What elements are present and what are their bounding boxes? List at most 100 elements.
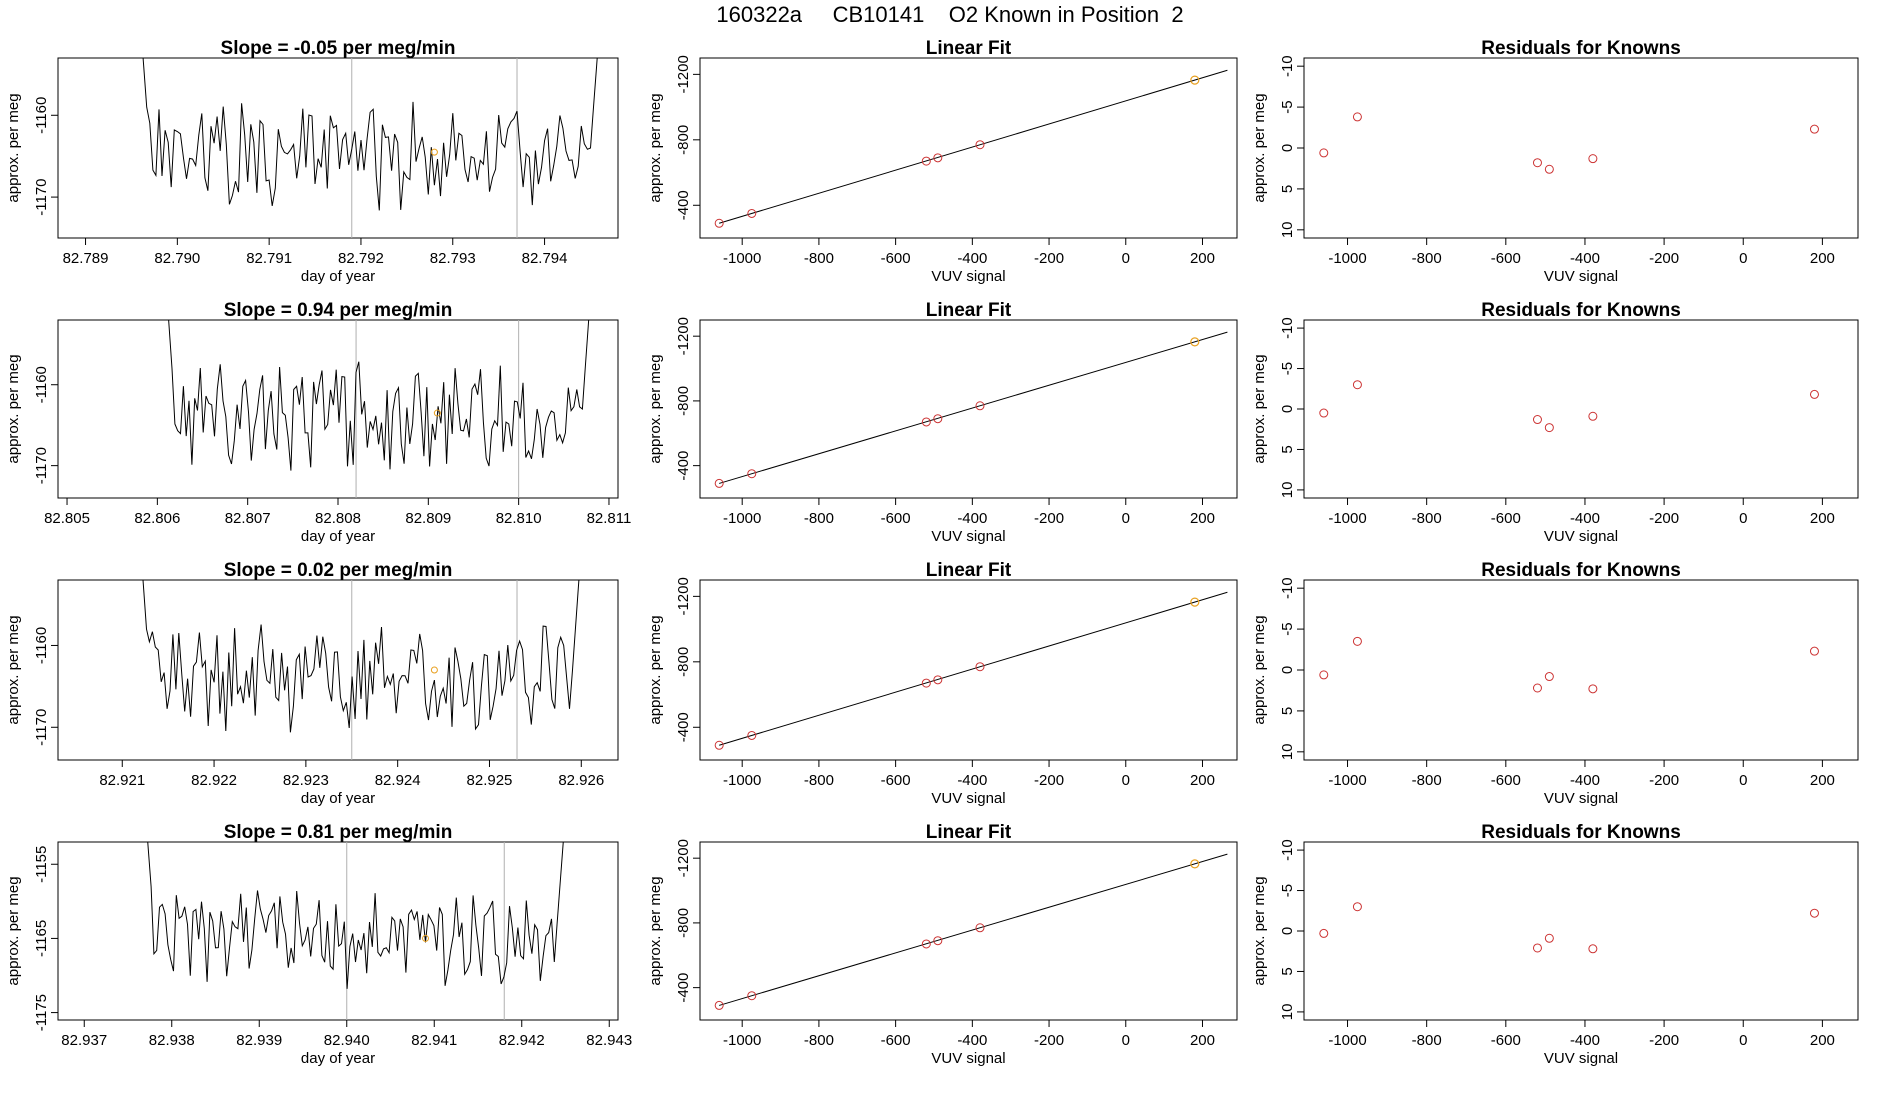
x-tick-label: 200 xyxy=(1810,250,1835,267)
data-point xyxy=(714,478,724,488)
plot-frame xyxy=(699,841,1238,1021)
plot-frame xyxy=(1303,841,1859,1021)
x-tick-label: 82.794 xyxy=(522,250,568,267)
y-tick-label: -1170 xyxy=(33,709,50,746)
data-point xyxy=(975,401,985,411)
data-point xyxy=(1319,408,1329,418)
series-line xyxy=(142,58,598,211)
x-tick-label: 82.922 xyxy=(191,772,237,789)
x-axis-label: VUV signal xyxy=(931,1050,1005,1067)
data-point xyxy=(1544,933,1554,943)
fit-line xyxy=(719,331,1228,484)
data-point xyxy=(1588,944,1598,954)
y-tick-label: -5 xyxy=(1279,362,1296,375)
x-axis-label: VUV signal xyxy=(1544,790,1618,807)
known-point xyxy=(1190,597,1200,607)
x-tick-label: 200 xyxy=(1810,510,1835,527)
x-tick-label: 82.789 xyxy=(63,250,109,267)
x-tick-label: 82.806 xyxy=(134,510,180,527)
y-tick-label: -1200 xyxy=(675,577,692,615)
x-tick-label: 0 xyxy=(1122,772,1130,789)
x-axis-label: day of year xyxy=(301,528,375,545)
chart-title: Residuals for Knowns xyxy=(1481,560,1681,581)
fit-line xyxy=(719,853,1228,1006)
data-point xyxy=(1588,154,1598,164)
data-point xyxy=(1588,684,1598,694)
data-point xyxy=(1544,672,1554,682)
x-axis-label: VUV signal xyxy=(1544,528,1618,545)
x-tick-label: -1000 xyxy=(723,772,761,789)
data-point xyxy=(1532,415,1542,425)
y-tick-label: -5 xyxy=(1279,100,1296,113)
y-axis-label: approx. per meg xyxy=(1251,354,1268,463)
x-tick-label: 82.809 xyxy=(405,510,451,527)
x-axis-label: day of year xyxy=(301,268,375,285)
y-tick-label: -1175 xyxy=(33,994,50,1031)
known-marker xyxy=(430,148,438,156)
x-tick-label: -200 xyxy=(1649,510,1679,527)
panel-3-1: Linear Fit -1000 -800 -600 -400 -200 0 200 VUV s… xyxy=(647,822,1238,1067)
y-tick-label: -1165 xyxy=(33,920,50,957)
data-point xyxy=(747,991,757,1001)
x-tick-label: -400 xyxy=(957,510,987,527)
y-tick-label: 0 xyxy=(1279,405,1296,413)
y-axis-label: approx. per meg xyxy=(1251,615,1268,724)
x-tick-label: -600 xyxy=(1491,1032,1521,1049)
x-axis-label: VUV signal xyxy=(931,528,1005,545)
x-tick-label: 0 xyxy=(1122,250,1130,267)
x-tick-label: -600 xyxy=(1491,510,1521,527)
y-tick-label: -1170 xyxy=(33,178,50,215)
data-point xyxy=(933,675,943,685)
y-tick-label: -1155 xyxy=(33,846,50,883)
x-tick-label: 200 xyxy=(1810,1032,1835,1049)
y-tick-label: -400 xyxy=(675,190,692,220)
x-tick-label: 82.924 xyxy=(375,772,421,789)
plot-frame xyxy=(699,319,1238,499)
y-tick-label: -1200 xyxy=(675,55,692,93)
x-tick-label: 82.793 xyxy=(430,250,476,267)
panel-0-1: Linear Fit -1000 -800 -600 -400 -200 0 200 VUV s… xyxy=(647,38,1238,285)
x-tick-label: 82.942 xyxy=(499,1032,545,1049)
x-tick-label: 82.807 xyxy=(225,510,271,527)
series-line xyxy=(168,320,590,471)
y-tick-label: -800 xyxy=(675,125,692,155)
x-tick-label: 82.811 xyxy=(587,510,632,527)
data-point xyxy=(1809,646,1819,656)
chart-title: Slope = 0.02 per meg/min xyxy=(224,560,453,581)
x-tick-label: 82.938 xyxy=(149,1032,195,1049)
panel-1-0: Slope = 0.94 per meg/min 82.805 82.806 82.8… xyxy=(5,300,632,545)
y-tick-label: -800 xyxy=(675,647,692,677)
known-marker xyxy=(422,934,429,942)
x-tick-label: -200 xyxy=(1649,772,1679,789)
x-tick-label: -200 xyxy=(1034,772,1064,789)
y-tick-label: 10 xyxy=(1279,743,1296,760)
chart-title: Slope = 0.94 per meg/min xyxy=(224,300,453,321)
plot-frame xyxy=(699,579,1238,761)
x-tick-label: -600 xyxy=(881,510,911,527)
y-tick-label: 5 xyxy=(1279,445,1296,453)
x-axis-label: VUV signal xyxy=(931,268,1005,285)
y-tick-label: 5 xyxy=(1279,707,1296,715)
chart-title: Linear Fit xyxy=(926,822,1012,843)
x-tick-label: -600 xyxy=(881,250,911,267)
panel-2-2: Residuals for Knowns-1000 -800 -600 -400 -20… xyxy=(1251,560,1859,807)
data-point xyxy=(1809,908,1819,918)
chart-title: Slope = -0.05 per meg/min xyxy=(221,38,456,59)
chart-title: Linear Fit xyxy=(926,300,1012,321)
panel-2-1: Linear Fit -1000 -800 -600 -400 -200 0 200 VUV s… xyxy=(647,560,1238,807)
y-tick-label: 10 xyxy=(1279,482,1296,499)
chart-title: Residuals for Knowns xyxy=(1481,38,1681,59)
data-point xyxy=(921,939,931,949)
y-tick-label: -1170 xyxy=(33,447,50,484)
x-tick-label: 0 xyxy=(1739,772,1747,789)
x-tick-label: -800 xyxy=(1412,250,1442,267)
data-point xyxy=(921,156,931,166)
data-point xyxy=(747,208,757,218)
x-tick-label: 82.805 xyxy=(44,510,90,527)
x-tick-label: 82.808 xyxy=(315,510,361,527)
x-tick-label: -800 xyxy=(804,510,834,527)
data-point xyxy=(1809,389,1819,399)
known-point xyxy=(1190,859,1200,869)
fit-line xyxy=(719,69,1228,224)
